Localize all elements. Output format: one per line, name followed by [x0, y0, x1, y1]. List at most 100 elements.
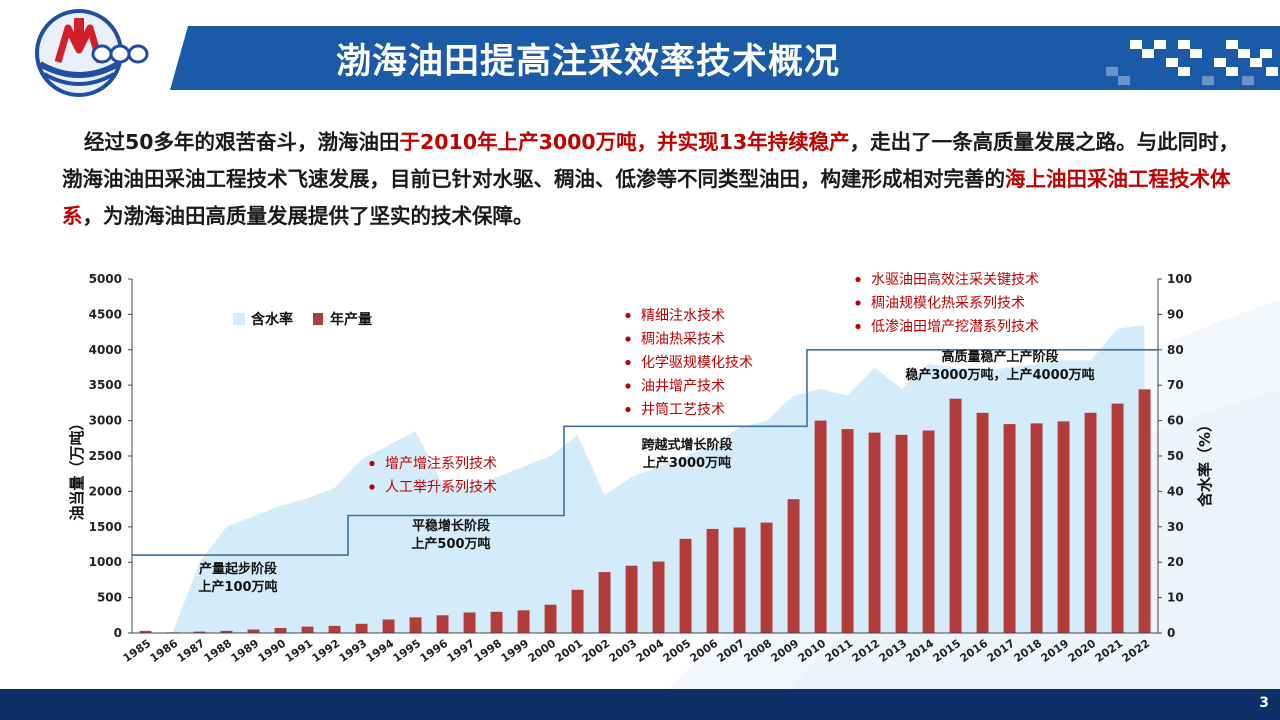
production-bar — [1057, 421, 1070, 633]
left-tick-label: 1500 — [89, 520, 122, 534]
production-bar — [274, 628, 287, 633]
x-tick-label: 2003 — [607, 637, 640, 665]
legend-production-swatch — [313, 313, 323, 325]
production-bar — [436, 615, 449, 633]
tech-bullet-icon — [369, 484, 375, 490]
tech-bullet-icon — [625, 383, 631, 389]
x-tick-label: 1995 — [391, 637, 424, 665]
intro-text-2: ，走出了一条高质量发展之路。与此同时，渤海油油田采油工程技术飞速发展，目前已针对… — [62, 130, 1240, 191]
x-tick-label: 1989 — [229, 637, 262, 665]
tech-item: 油井增产技术 — [641, 379, 725, 395]
left-tick-label: 4500 — [89, 307, 122, 321]
right-tick-label: 80 — [1167, 343, 1184, 357]
stage-step-line — [132, 349, 1158, 556]
tech-item: 增产增注系列技术 — [385, 456, 497, 472]
production-bar — [220, 630, 233, 633]
stage-title: 跨越式增长阶段 — [641, 437, 732, 453]
y2-axis-label: 含水率（%） — [1196, 417, 1214, 507]
stage-title: 高质量稳产上产阶段 — [941, 349, 1058, 365]
cnooc-logo — [35, 9, 149, 97]
tech-item: 低渗油田增产挖潜系列技术 — [871, 319, 1039, 335]
production-bar — [1111, 403, 1124, 633]
x-tick-label: 1991 — [283, 637, 316, 665]
right-tick-label: 30 — [1167, 520, 1184, 534]
tech-bullet-icon — [625, 359, 631, 366]
production-bar — [382, 619, 395, 633]
production-bar — [517, 610, 530, 633]
right-tick-label: 0 — [1167, 626, 1175, 640]
left-tick-label: 3500 — [89, 378, 122, 392]
tech-item: 稠油热采技术 — [641, 332, 725, 348]
x-tick-label: 2013 — [877, 637, 910, 665]
left-tick-label: 3000 — [89, 414, 122, 428]
x-tick-label: 2020 — [1066, 637, 1099, 665]
tech-bullet-icon — [625, 312, 631, 319]
x-tick-label: 2001 — [553, 637, 586, 665]
production-bar — [976, 412, 989, 633]
x-tick-label: 1990 — [256, 637, 289, 665]
page-number: 3 — [1259, 695, 1269, 711]
x-tick-label: 2016 — [958, 637, 991, 665]
x-tick-label: 2017 — [985, 637, 1018, 665]
stage-subtitle: 稳产3000万吨，上产4000万吨 — [905, 367, 1094, 383]
production-bar — [706, 528, 719, 633]
production-bar — [544, 604, 557, 633]
x-tick-label: 1993 — [337, 637, 370, 665]
x-tick-label: 2010 — [796, 637, 829, 665]
y-axis-label: 油当量（万吨） — [68, 415, 86, 520]
stage-subtitle: 上产100万吨 — [198, 579, 277, 595]
x-tick-label: 1992 — [310, 637, 343, 665]
x-tick-label: 2000 — [526, 637, 559, 665]
production-bar — [652, 561, 665, 633]
x-tick-label: 1988 — [202, 637, 235, 665]
production-bar — [193, 631, 206, 633]
production-bar — [247, 629, 260, 633]
water-cut-area — [145, 325, 1145, 633]
production-chart: 0500100015002000250030003500400045005000… — [68, 271, 1214, 665]
intro-text-1: 经过50多年的艰苦奋斗，渤海油田 — [84, 130, 400, 154]
production-bar — [1084, 412, 1097, 633]
production-bar — [490, 611, 503, 633]
production-bar — [355, 623, 368, 633]
production-bar — [868, 432, 881, 633]
tech-item: 水驱油田高效注采关键技术 — [871, 271, 1039, 288]
tech-bullet-icon — [369, 460, 375, 467]
x-tick-label: 1998 — [472, 637, 505, 665]
x-tick-label: 1999 — [499, 637, 532, 665]
x-tick-label: 2014 — [904, 637, 937, 665]
production-bar — [463, 612, 476, 633]
tech-bullet-icon — [625, 406, 631, 413]
right-tick-label: 60 — [1167, 414, 1184, 428]
x-tick-label: 2002 — [580, 637, 613, 665]
production-bar — [760, 522, 773, 633]
production-bar — [139, 630, 152, 633]
right-tick-label: 100 — [1167, 272, 1192, 286]
production-bar — [895, 434, 908, 633]
production-bar — [301, 626, 314, 633]
production-bar — [1138, 389, 1151, 633]
production-bar — [841, 429, 854, 633]
production-bar — [571, 589, 584, 633]
right-tick-label: 90 — [1167, 307, 1184, 321]
left-tick-label: 1000 — [89, 555, 122, 569]
production-bar — [598, 572, 611, 633]
x-tick-label: 2022 — [1120, 637, 1153, 665]
tech-bullet-icon — [855, 323, 861, 330]
x-tick-label: 1994 — [364, 637, 397, 665]
x-tick-label: 2019 — [1039, 637, 1072, 665]
x-tick-label: 2015 — [931, 637, 964, 665]
x-tick-label: 2004 — [634, 637, 667, 665]
tech-bullet-icon — [625, 336, 631, 342]
production-bar — [814, 420, 827, 633]
production-bar — [922, 430, 935, 633]
production-bar — [787, 499, 800, 633]
tech-bullet-icon — [855, 300, 861, 306]
intro-highlight-1: 于2010年上产3000万吨，并实现13年持续稳产 — [399, 130, 850, 154]
production-bar — [679, 538, 692, 633]
production-bar — [409, 617, 422, 633]
x-tick-label: 1985 — [121, 637, 154, 665]
tech-item: 精细注水技术 — [641, 308, 725, 324]
right-tick-label: 50 — [1167, 449, 1184, 463]
footer-band — [0, 689, 1280, 720]
x-tick-label: 1987 — [175, 637, 208, 665]
